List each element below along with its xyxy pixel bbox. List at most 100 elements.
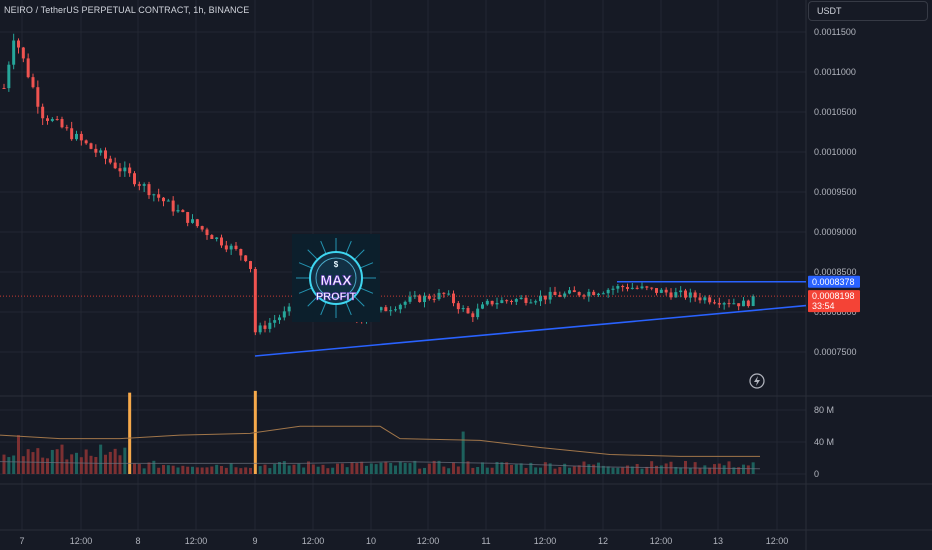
volume-bar bbox=[181, 465, 185, 474]
volume-bar bbox=[543, 462, 547, 474]
time-tick-label: 12:00 bbox=[70, 536, 93, 546]
candle-body bbox=[635, 287, 639, 289]
volume-bar bbox=[616, 467, 620, 474]
volume-bar bbox=[142, 468, 146, 474]
time-tick-label: 12:00 bbox=[302, 536, 325, 546]
volume-bar bbox=[611, 467, 615, 474]
candle-body bbox=[659, 289, 663, 293]
currency-selector[interactable]: USDT bbox=[808, 1, 928, 21]
volume-bar bbox=[659, 465, 663, 474]
volume-bar bbox=[147, 462, 151, 474]
candle-body bbox=[466, 308, 470, 314]
candle-body bbox=[36, 87, 40, 107]
price-tick-label: 0.0011500 bbox=[814, 27, 856, 37]
candle-body bbox=[191, 219, 194, 223]
candle-body bbox=[621, 286, 625, 288]
candle-body bbox=[70, 128, 74, 140]
candle-body bbox=[200, 226, 204, 230]
candle-body bbox=[31, 77, 35, 88]
volume-bar bbox=[742, 464, 745, 474]
candle-body bbox=[60, 119, 64, 128]
candle-body bbox=[742, 300, 745, 307]
time-tick-label: 11 bbox=[481, 536, 490, 546]
volume-ma-line bbox=[0, 425, 760, 457]
volume-bar bbox=[17, 435, 20, 474]
volume-bar bbox=[162, 464, 165, 474]
candle-body bbox=[423, 295, 426, 303]
logo-ray bbox=[320, 301, 327, 316]
lightning-icon-ring bbox=[749, 373, 765, 389]
volume-bar bbox=[587, 464, 591, 474]
volume-bar bbox=[249, 467, 252, 474]
max-profit-logo: $ MAX PROFIT bbox=[292, 234, 380, 322]
volume-bar bbox=[553, 468, 557, 474]
volume-bar bbox=[360, 461, 364, 474]
candle-body bbox=[253, 268, 257, 333]
logo-text-profit: PROFIT bbox=[316, 291, 357, 303]
candle-body bbox=[123, 167, 127, 172]
price-marker-bg bbox=[808, 275, 860, 288]
volume-bar bbox=[490, 467, 494, 474]
volume-bar bbox=[558, 467, 562, 474]
lightning-icon[interactable] bbox=[749, 373, 765, 389]
candle-body bbox=[664, 289, 668, 293]
time-tick-label: 12:00 bbox=[185, 536, 208, 546]
candle-body bbox=[12, 40, 16, 65]
candle-body bbox=[65, 127, 69, 129]
volume-bar bbox=[336, 463, 339, 474]
volume-bar bbox=[345, 467, 349, 474]
logo-ray bbox=[298, 287, 313, 294]
symbol-title[interactable]: NEIRO / TetherUS PERPETUAL CONTRACT, 1h,… bbox=[4, 5, 250, 15]
candle-body bbox=[152, 194, 156, 196]
volume-bar bbox=[640, 468, 644, 474]
price-countdown: 33:54 bbox=[812, 301, 835, 311]
candle-body bbox=[640, 286, 644, 289]
candle-body bbox=[118, 168, 122, 172]
volume-bar bbox=[510, 464, 513, 474]
candle-body bbox=[577, 292, 581, 296]
candle-body bbox=[137, 184, 141, 186]
volume-bar bbox=[239, 468, 243, 474]
price-tick-label: 0.0010000 bbox=[814, 147, 857, 157]
candle-body bbox=[587, 291, 591, 297]
volume-bar bbox=[234, 467, 238, 474]
candle-body bbox=[650, 287, 654, 289]
volume-bar bbox=[500, 462, 504, 474]
logo-ray bbox=[345, 240, 352, 255]
candle-body bbox=[84, 140, 88, 144]
volume-bar bbox=[128, 392, 132, 474]
volume-bar bbox=[176, 467, 180, 474]
volume-bar bbox=[514, 464, 518, 474]
logo-ray bbox=[354, 249, 365, 260]
volume-bar bbox=[292, 464, 296, 474]
volume-bar bbox=[447, 468, 451, 474]
volume-ma-line-2 bbox=[0, 461, 761, 470]
volume-bar bbox=[379, 462, 383, 474]
candle-body bbox=[432, 298, 436, 300]
candle-body bbox=[655, 288, 658, 293]
candle-body bbox=[539, 295, 542, 302]
candle-body bbox=[55, 119, 59, 121]
volume-bar bbox=[200, 467, 204, 474]
candle-body bbox=[162, 197, 165, 202]
volume-bar bbox=[481, 462, 484, 474]
price-tick-label: 0.0009500 bbox=[814, 187, 857, 197]
candle-body bbox=[442, 292, 446, 294]
volume-bar bbox=[582, 461, 586, 474]
volume-bar bbox=[413, 460, 417, 474]
candle-body bbox=[543, 295, 547, 300]
volume-bar bbox=[495, 461, 499, 474]
volume-bar bbox=[205, 467, 209, 474]
time-tick-label: 10 bbox=[366, 536, 376, 546]
candle-body bbox=[210, 235, 214, 240]
candle-body bbox=[186, 212, 190, 223]
volume-bar bbox=[374, 464, 378, 474]
volume-bar bbox=[606, 466, 610, 474]
volume-bar bbox=[2, 454, 6, 474]
volume-bar bbox=[118, 455, 122, 474]
volume-bar bbox=[70, 454, 74, 474]
candle-body bbox=[2, 88, 6, 89]
volume-bar bbox=[524, 467, 528, 474]
candle-body bbox=[398, 304, 402, 310]
